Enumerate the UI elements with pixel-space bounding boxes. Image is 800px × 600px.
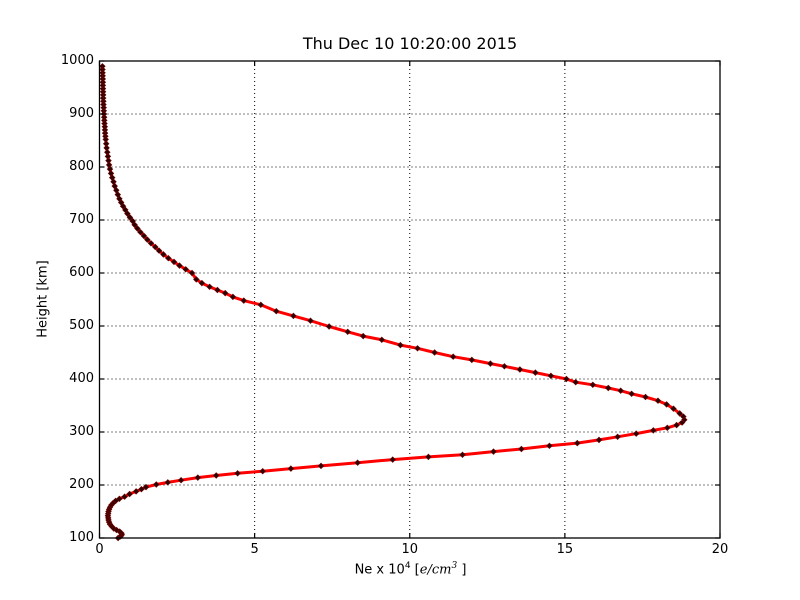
y-tick-label: 900: [69, 106, 94, 121]
axes-frame: [98, 60, 721, 539]
chart-title: Thu Dec 10 10:20:00 2015: [302, 34, 518, 53]
x-tick-label: 20: [711, 542, 729, 557]
x-label-exponent: 4: [404, 561, 411, 571]
x-tick-label: 10: [401, 542, 419, 557]
y-tick-label: 200: [69, 477, 94, 492]
y-tick-label: 300: [69, 424, 94, 439]
y-tick-label: 800: [69, 159, 94, 174]
y-tick-label: 100: [69, 530, 94, 545]
data-markers: [99, 63, 688, 542]
x-label-prefix: Ne x 10: [354, 562, 405, 578]
x-label-unit-close: ]: [457, 562, 467, 578]
data-line: [100, 64, 686, 540]
x-tick-label: 0: [95, 542, 104, 557]
x-tick-label: 5: [250, 542, 259, 557]
y-tick-label: 500: [69, 318, 94, 333]
y-tick-label: 400: [69, 371, 94, 386]
y-tick-label: 600: [69, 265, 94, 280]
x-label-unit-math: e/cm: [419, 562, 452, 578]
x-label-unit-open: [: [410, 562, 420, 578]
x-label-unit-exponent: 3: [451, 561, 458, 571]
x-tick-label: 15: [556, 542, 574, 557]
y-tick-label: 700: [69, 212, 94, 227]
x-axis-label: Ne x 104 [e/cm3 ]: [100, 561, 721, 577]
y-tick-label: 1000: [60, 53, 94, 68]
